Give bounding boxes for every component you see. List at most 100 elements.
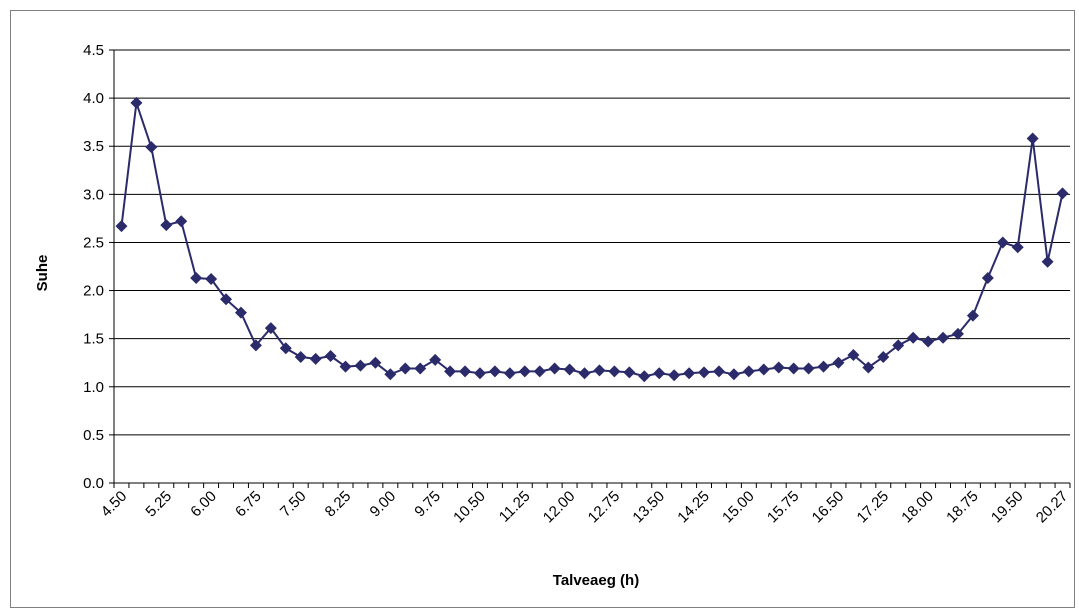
- x-tick-label: 13.50: [629, 488, 668, 527]
- data-point-marker: [503, 367, 516, 380]
- data-point-marker: [130, 96, 143, 109]
- x-tick-label: 10.50: [450, 488, 489, 527]
- data-point-marker: [937, 331, 950, 344]
- x-tick-label: 19.50: [988, 488, 1027, 527]
- data-point-marker: [488, 365, 501, 378]
- data-point-marker: [145, 141, 158, 154]
- data-point-marker: [533, 365, 546, 378]
- data-point-marker: [1041, 255, 1054, 268]
- data-point-marker: [518, 365, 531, 378]
- data-point-marker: [847, 349, 860, 362]
- data-point-marker: [698, 366, 711, 379]
- data-point-marker: [892, 339, 905, 352]
- data-point-marker: [623, 366, 636, 379]
- y-tick-label: 0.5: [83, 427, 104, 444]
- data-point-marker: [354, 359, 367, 372]
- y-tick-label: 3.5: [83, 138, 104, 155]
- x-tick-label: 18.00: [898, 488, 937, 527]
- y-axis-label: Suhe: [34, 255, 51, 292]
- data-point-marker: [369, 356, 382, 369]
- data-point-marker: [712, 365, 725, 378]
- data-point-marker: [309, 352, 322, 365]
- data-point-marker: [1056, 187, 1069, 200]
- y-tick-label: 0.0: [83, 475, 104, 492]
- x-tick-label: 9.75: [411, 488, 444, 521]
- data-point-marker: [787, 362, 800, 375]
- y-tick-label: 2.5: [83, 234, 104, 251]
- x-tick-label: 15.75: [764, 488, 803, 527]
- x-tick-label: 7.50: [277, 488, 310, 521]
- line-chart: 0.0 0.5 1.0 1.5 2.0 2.5 3.0 3.5 4.0 4.5 4.50 5.25 6…: [34, 42, 1072, 589]
- data-point-marker: [877, 350, 890, 363]
- y-tick-label: 1.5: [83, 331, 104, 348]
- data-point-marker: [220, 293, 233, 306]
- x-tick-label: 9.00: [367, 488, 400, 521]
- series-markers: [115, 96, 1069, 383]
- data-point-marker: [653, 367, 666, 380]
- x-tick-label: 17.25: [854, 488, 893, 527]
- data-point-marker: [279, 342, 292, 355]
- x-axis-ticks: 4.50 5.25 6.00 6.75 7.50 8.25 9.00 9.75 10.50 11.…: [98, 483, 1072, 527]
- data-point-marker: [742, 365, 755, 378]
- data-point-marker: [563, 363, 576, 376]
- data-point-marker: [981, 272, 994, 285]
- x-tick-label: 8.25: [322, 488, 355, 521]
- x-tick-label: 12.75: [585, 488, 624, 527]
- data-point-marker: [862, 361, 875, 374]
- x-tick-label: 14.25: [674, 488, 713, 527]
- y-tick-label: 4.5: [83, 42, 104, 59]
- data-point-marker: [757, 363, 770, 376]
- data-point-marker: [638, 370, 651, 383]
- data-point-marker: [429, 353, 442, 366]
- data-point-marker: [115, 220, 128, 233]
- data-point-marker: [966, 309, 979, 322]
- data-point-marker: [772, 361, 785, 374]
- data-point-marker: [175, 215, 188, 228]
- data-point-marker: [399, 362, 412, 375]
- data-point-marker: [190, 272, 203, 285]
- data-point-marker: [1026, 132, 1039, 145]
- data-point-marker: [324, 349, 337, 362]
- data-point-marker: [548, 362, 561, 375]
- grid-lines: [114, 49, 1070, 436]
- x-tick-label: 18.75: [943, 488, 982, 527]
- data-point-marker: [951, 327, 964, 340]
- data-point-marker: [444, 365, 457, 378]
- data-point-marker: [294, 350, 307, 363]
- x-tick-label: 11.25: [496, 488, 534, 526]
- data-point-marker: [414, 362, 427, 375]
- y-tick-label: 2.0: [83, 283, 104, 300]
- data-point-marker: [922, 335, 935, 348]
- data-point-marker: [727, 368, 740, 381]
- data-point-marker: [907, 331, 920, 344]
- y-tick-label: 3.0: [83, 186, 104, 203]
- data-point-marker: [160, 219, 173, 232]
- x-tick-label: 5.25: [142, 488, 175, 521]
- data-point-marker: [683, 367, 696, 380]
- data-point-marker: [264, 322, 277, 335]
- x-axis-label: Talveaeg (h): [553, 572, 639, 589]
- chart-frame: 0.0 0.5 1.0 1.5 2.0 2.5 3.0 3.5 4.0 4.5 4.50 5.25 6…: [10, 10, 1075, 608]
- x-tick-label: 12.00: [540, 488, 579, 527]
- data-point-marker: [608, 365, 621, 378]
- data-point-marker: [1011, 241, 1024, 254]
- data-point-marker: [668, 369, 681, 382]
- x-tick-label: 4.50: [98, 488, 131, 521]
- x-tick-label: 6.00: [187, 488, 220, 521]
- data-point-marker: [593, 364, 606, 377]
- x-tick-label: 6.75: [232, 488, 265, 521]
- x-tick-label: 15.00: [719, 488, 758, 527]
- data-point-marker: [234, 306, 247, 319]
- data-point-marker: [996, 236, 1009, 249]
- data-point-marker: [578, 367, 591, 380]
- x-tick-label: 20.27: [1033, 488, 1072, 527]
- data-point-marker: [832, 356, 845, 369]
- y-axis-ticks: 0.0 0.5 1.0 1.5 2.0 2.5 3.0 3.5 4.0 4.5: [83, 42, 114, 492]
- data-point-marker: [384, 368, 397, 381]
- data-point-marker: [249, 339, 262, 352]
- data-point-marker: [802, 362, 815, 375]
- y-tick-label: 1.0: [83, 379, 104, 396]
- series-line: [120, 102, 1064, 378]
- data-point-marker: [205, 273, 218, 286]
- x-tick-label: 16.50: [809, 488, 848, 527]
